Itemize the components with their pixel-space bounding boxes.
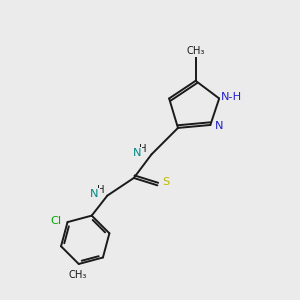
Text: CH₃: CH₃ bbox=[187, 46, 205, 56]
Text: CH₃: CH₃ bbox=[68, 270, 86, 280]
Text: N: N bbox=[215, 122, 224, 131]
Text: S: S bbox=[163, 177, 170, 187]
Text: H: H bbox=[140, 144, 147, 154]
Text: N: N bbox=[133, 148, 141, 158]
Text: H: H bbox=[97, 185, 105, 195]
Text: Cl: Cl bbox=[50, 216, 61, 226]
Text: N: N bbox=[90, 189, 99, 199]
Text: N-H: N-H bbox=[221, 92, 242, 102]
